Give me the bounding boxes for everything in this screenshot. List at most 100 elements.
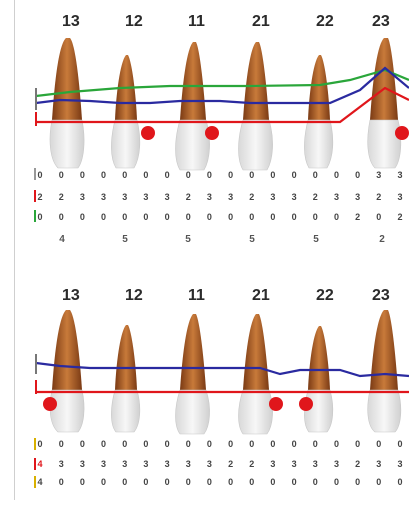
- bleeding-point-23[interactable]: [395, 126, 409, 140]
- upper-row1-cell[interactable]: 0: [313, 170, 318, 180]
- tooth-23[interactable]: [367, 38, 402, 169]
- upper-row3-cell[interactable]: 0: [122, 212, 127, 222]
- upper-row1-cell[interactable]: 0: [101, 170, 106, 180]
- lower-row2-cell[interactable]: 2: [228, 459, 233, 469]
- lower-row1-cell[interactable]: 0: [270, 439, 275, 449]
- upper-row3-cell[interactable]: 0: [37, 212, 42, 222]
- lower-row3-cell[interactable]: 0: [59, 477, 64, 487]
- upper-row2-cell[interactable]: 3: [80, 192, 85, 202]
- bleeding-point-11[interactable]: [205, 126, 219, 140]
- upper-row3-cell[interactable]: 0: [143, 212, 148, 222]
- upper-row2-cell[interactable]: 3: [397, 192, 402, 202]
- upper-row2-cell[interactable]: 3: [270, 192, 275, 202]
- lower-row3-cell[interactable]: 0: [207, 477, 212, 487]
- upper-row2-cell[interactable]: 2: [313, 192, 318, 202]
- lower-row3-cell[interactable]: 0: [397, 477, 402, 487]
- lower-row2-cell[interactable]: 3: [270, 459, 275, 469]
- upper-row3-cell[interactable]: 0: [292, 212, 297, 222]
- upper-row1-cell[interactable]: 0: [37, 170, 42, 180]
- lower-row2-cell[interactable]: 2: [355, 459, 360, 469]
- lower-row2-cell[interactable]: 3: [376, 459, 381, 469]
- upper-row1-cell[interactable]: 0: [122, 170, 127, 180]
- upper-row1-cell[interactable]: 0: [143, 170, 148, 180]
- upper-row1-cell[interactable]: 0: [80, 170, 85, 180]
- lower-row3-cell[interactable]: 0: [376, 477, 381, 487]
- upper-row2-cell[interactable]: 2: [59, 192, 64, 202]
- upper-row2-cell[interactable]: 3: [334, 192, 339, 202]
- lower-row2-cell[interactable]: 3: [59, 459, 64, 469]
- upper-row3-cell[interactable]: 0: [313, 212, 318, 222]
- upper-row3-cell[interactable]: 0: [249, 212, 254, 222]
- tooth-21[interactable]: [238, 42, 273, 171]
- tooth-21[interactable]: [238, 314, 273, 435]
- upper-row3-cell[interactable]: 2: [397, 212, 402, 222]
- lower-row3-cell[interactable]: 0: [165, 477, 170, 487]
- upper-row1-cell[interactable]: 0: [270, 170, 275, 180]
- upper-row2-cell[interactable]: 3: [165, 192, 170, 202]
- tooth-13[interactable]: [49, 38, 85, 169]
- lower-row3-cell[interactable]: 4: [37, 477, 42, 487]
- lower-row2-cell[interactable]: 2: [249, 459, 254, 469]
- upper-row2-cell[interactable]: 3: [143, 192, 148, 202]
- lower-row1-cell[interactable]: 0: [376, 439, 381, 449]
- upper-row2-cell[interactable]: 3: [101, 192, 106, 202]
- lower-row3-cell[interactable]: 0: [122, 477, 127, 487]
- upper-row2-cell[interactable]: 3: [355, 192, 360, 202]
- lower-row1-cell[interactable]: 0: [334, 439, 339, 449]
- lower-row1-cell[interactable]: 0: [37, 439, 42, 449]
- upper-row2-cell[interactable]: 3: [228, 192, 233, 202]
- upper-row2-cell[interactable]: 2: [249, 192, 254, 202]
- tooth-11[interactable]: [175, 314, 210, 435]
- lower-row1-cell[interactable]: 0: [186, 439, 191, 449]
- upper-row1-cell[interactable]: 0: [59, 170, 64, 180]
- lower-row1-cell[interactable]: 0: [292, 439, 297, 449]
- bleeding-point-12[interactable]: [141, 126, 155, 140]
- lower-row3-cell[interactable]: 0: [80, 477, 85, 487]
- upper-row1-cell[interactable]: 0: [355, 170, 360, 180]
- bleeding-point-21[interactable]: [269, 397, 283, 411]
- lower-row3-cell[interactable]: 0: [143, 477, 148, 487]
- upper-row2-cell[interactable]: 3: [207, 192, 212, 202]
- upper-row3-cell[interactable]: 0: [59, 212, 64, 222]
- lower-row1-cell[interactable]: 0: [249, 439, 254, 449]
- upper-row1-cell[interactable]: 0: [186, 170, 191, 180]
- lower-row1-cell[interactable]: 0: [122, 439, 127, 449]
- lower-row1-cell[interactable]: 0: [165, 439, 170, 449]
- upper-row1-cell[interactable]: 3: [397, 170, 402, 180]
- bleeding-point-13[interactable]: [43, 397, 57, 411]
- bleeding-point-22[interactable]: [299, 397, 313, 411]
- lower-row3-cell[interactable]: 0: [355, 477, 360, 487]
- lower-row2-cell[interactable]: 3: [165, 459, 170, 469]
- upper-row1-cell[interactable]: 0: [207, 170, 212, 180]
- tooth-13[interactable]: [49, 310, 85, 433]
- upper-row3-cell[interactable]: 0: [165, 212, 170, 222]
- tooth-12[interactable]: [111, 55, 141, 169]
- tooth-11[interactable]: [175, 42, 210, 171]
- lower-row2-cell[interactable]: 3: [122, 459, 127, 469]
- lower-row2-cell[interactable]: 3: [313, 459, 318, 469]
- lower-row2-cell[interactable]: 3: [207, 459, 212, 469]
- lower-row2-cell[interactable]: 3: [80, 459, 85, 469]
- upper-row3-cell[interactable]: 0: [228, 212, 233, 222]
- lower-row1-cell[interactable]: 0: [207, 439, 212, 449]
- tooth-22[interactable]: [304, 326, 334, 433]
- upper-row1-cell[interactable]: 0: [334, 170, 339, 180]
- upper-row3-cell[interactable]: 0: [207, 212, 212, 222]
- lower-row2-cell[interactable]: 3: [101, 459, 106, 469]
- lower-row3-cell[interactable]: 0: [101, 477, 106, 487]
- tooth-12[interactable]: [111, 325, 141, 433]
- lower-row3-cell[interactable]: 0: [228, 477, 233, 487]
- lower-row1-cell[interactable]: 0: [397, 439, 402, 449]
- upper-row2-cell[interactable]: 2: [37, 192, 42, 202]
- upper-row3-cell[interactable]: 0: [80, 212, 85, 222]
- lower-row3-cell[interactable]: 0: [249, 477, 254, 487]
- tooth-22[interactable]: [304, 55, 334, 169]
- lower-row2-cell[interactable]: 4: [37, 459, 42, 469]
- upper-row3-cell[interactable]: 0: [270, 212, 275, 222]
- lower-row1-cell[interactable]: 0: [101, 439, 106, 449]
- upper-row1-cell[interactable]: 0: [249, 170, 254, 180]
- lower-row2-cell[interactable]: 3: [292, 459, 297, 469]
- lower-row2-cell[interactable]: 3: [186, 459, 191, 469]
- upper-row3-cell[interactable]: 0: [186, 212, 191, 222]
- lower-row1-cell[interactable]: 0: [355, 439, 360, 449]
